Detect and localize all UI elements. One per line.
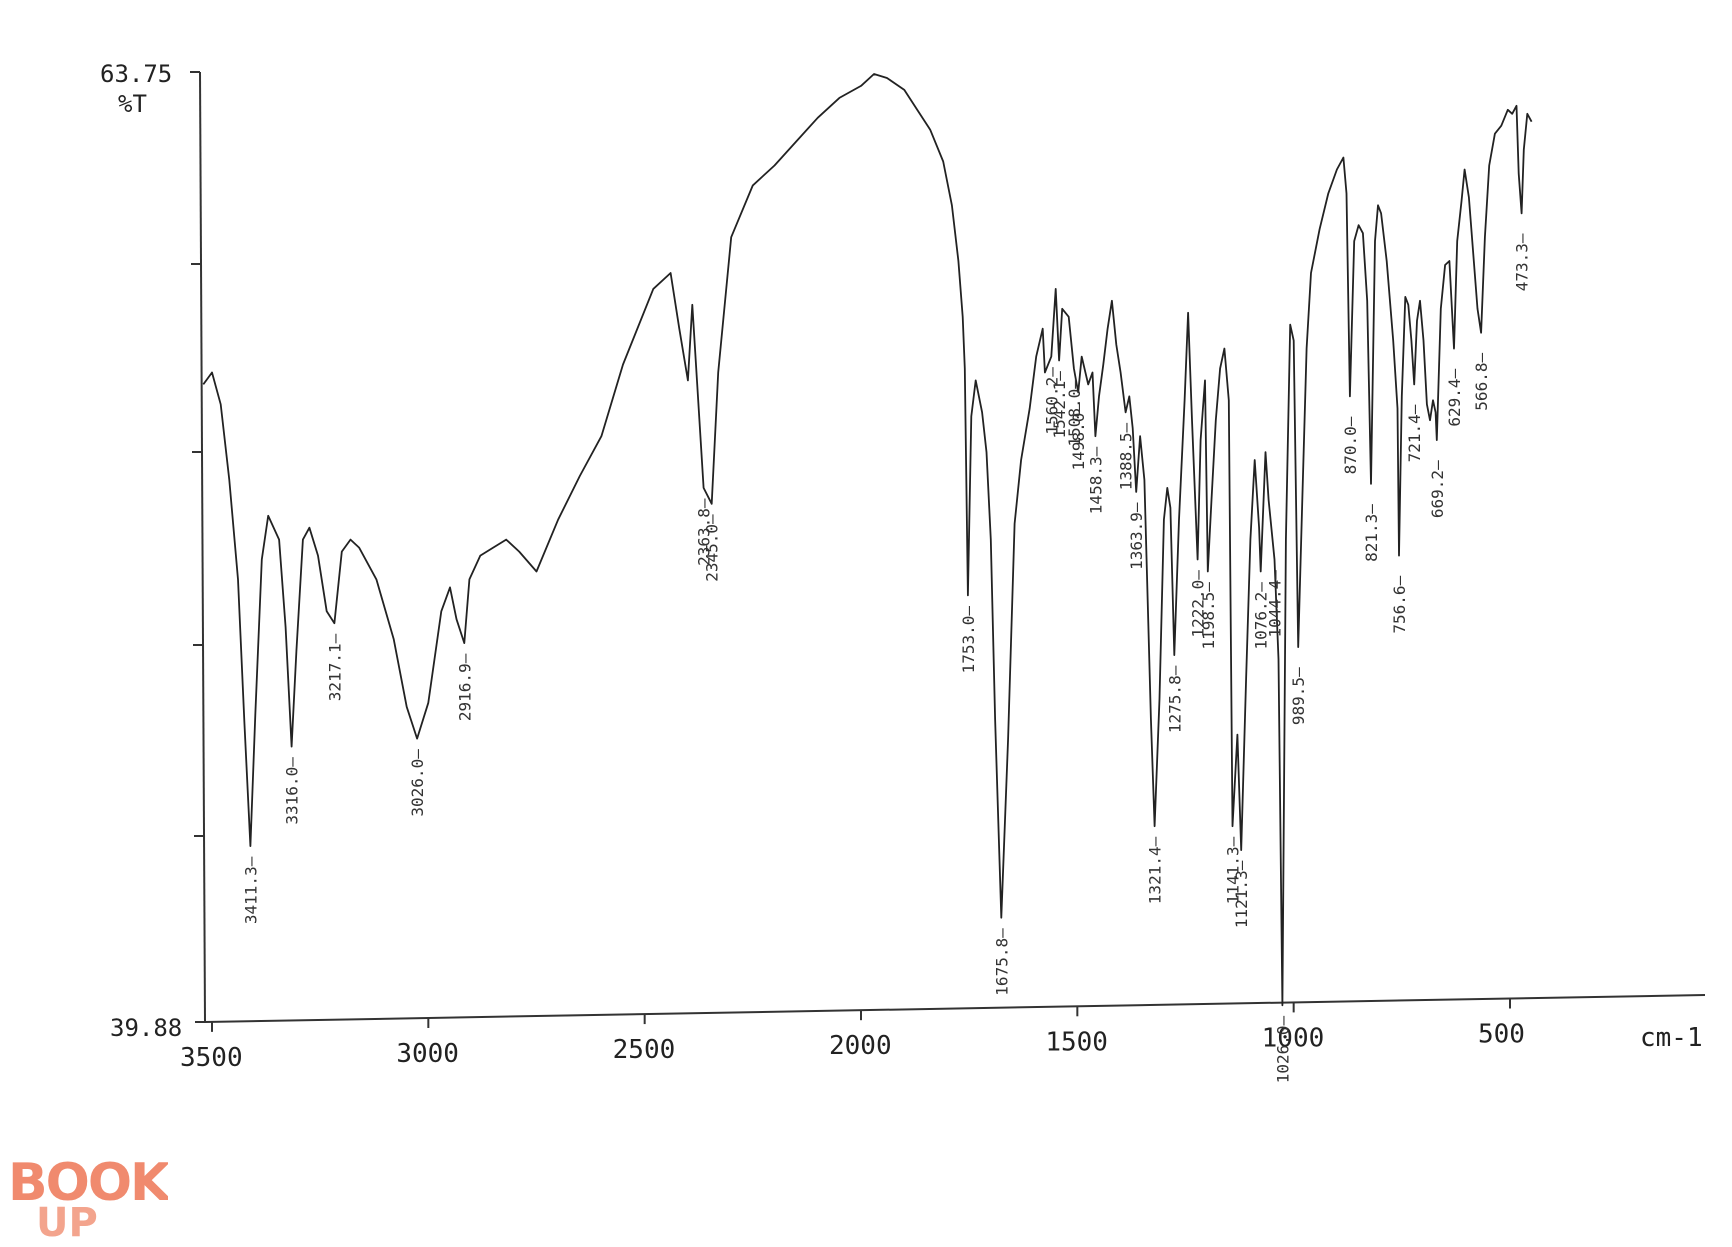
- peak-marker: 1388.5—: [1117, 423, 1136, 491]
- y-axis-unit-label: %T: [118, 90, 147, 118]
- peak-label: 1321.4—: [1146, 836, 1165, 904]
- peak-marker: 989.5—: [1289, 667, 1308, 725]
- peak-marker: 1560.2—: [1042, 367, 1061, 435]
- x-tick-label: 1000: [1262, 1023, 1325, 1053]
- peak-marker: 1321.4—: [1146, 836, 1165, 904]
- peak-marker: 870.0—: [1341, 416, 1360, 474]
- x-axis-ticks: 3500 3000 2500 2000 1500 1000 500: [180, 998, 1525, 1073]
- peak-label: 1388.5—: [1117, 423, 1136, 491]
- peak-marker: 2916.9—: [455, 653, 474, 721]
- watermark-bottom-text: UP: [36, 1200, 98, 1238]
- x-tick-label: 1500: [1045, 1027, 1108, 1057]
- peak-label: 473.3—: [1513, 233, 1532, 291]
- peak-marker: 1044.4—: [1266, 570, 1285, 638]
- x-tick-label: 2000: [829, 1031, 892, 1061]
- peak-label: 3217.1—: [325, 633, 344, 701]
- watermark-top-text: BOOK: [8, 1158, 168, 1213]
- x-tick-label: 3500: [180, 1043, 243, 1073]
- peak-marker: 1222.0—: [1189, 570, 1208, 638]
- bookup-watermark-logo: BOOK UP: [8, 1158, 168, 1238]
- peak-marker: 1675.8—: [992, 928, 1011, 996]
- peak-marker: 473.3—: [1513, 233, 1532, 291]
- peak-label: 721.4—: [1405, 404, 1424, 462]
- peak-marker: 1508.0—: [1065, 379, 1084, 447]
- peak-label: 1121.3—: [1232, 860, 1251, 928]
- peak-marker: 2363.8—: [695, 498, 714, 566]
- peak-marker: 3217.1—: [325, 633, 344, 701]
- peak-marker: 566.8—: [1472, 353, 1491, 411]
- peak-label: 1675.8—: [992, 928, 1011, 996]
- peak-marker: 629.4—: [1445, 368, 1464, 426]
- peak-marker: 3026.0—: [408, 749, 427, 817]
- peak-marker: 1458.3—: [1086, 446, 1105, 514]
- peak-label: 989.5—: [1289, 667, 1308, 725]
- peak-label: 2916.9—: [455, 653, 474, 721]
- peak-label: 1753.0—: [959, 606, 978, 674]
- y-axis: [199, 71, 206, 1023]
- peak-label: 566.8—: [1472, 353, 1491, 411]
- y-max-label: 63.75: [100, 60, 172, 88]
- peak-marker: 3316.0—: [283, 757, 302, 825]
- peak-label: 3316.0—: [283, 757, 302, 825]
- peak-marker: 3411.3—: [241, 856, 260, 924]
- peak-label: 1560.2—: [1042, 367, 1061, 435]
- peak-marker: 1498.0—: [1069, 403, 1088, 471]
- x-axis: [204, 994, 1706, 1023]
- peak-label: 1275.8—: [1165, 665, 1184, 733]
- peak-marker: 1363.9—: [1127, 502, 1146, 570]
- peak-marker: 2345.0—: [703, 514, 722, 582]
- peak-label: 1498.0—: [1069, 403, 1088, 471]
- peak-label: 2345.0—: [703, 514, 722, 582]
- peak-label: 870.0—: [1341, 416, 1360, 474]
- peak-label: 1458.3—: [1086, 446, 1105, 514]
- peak-marker: 1121.3—: [1232, 860, 1251, 928]
- peak-label: 1141.3—: [1224, 836, 1243, 904]
- peak-label: 756.6—: [1390, 575, 1409, 633]
- x-tick-label: 500: [1478, 1020, 1525, 1050]
- peak-marker: 1141.3—: [1224, 836, 1243, 904]
- peak-label: 821.3—: [1362, 504, 1381, 562]
- peak-label: 629.4—: [1445, 368, 1464, 426]
- transmittance-trace: [202, 73, 1533, 1007]
- peak-marker: 1542.1—: [1050, 371, 1069, 439]
- peak-marker: 1026.0—: [1273, 1016, 1292, 1084]
- peak-label: 1508.0—: [1065, 379, 1084, 447]
- y-axis-ticks: [190, 71, 205, 1023]
- y-min-label: 39.88: [110, 1014, 182, 1042]
- peak-label: 2363.8—: [695, 498, 714, 566]
- peak-marker: 1076.2—: [1252, 582, 1271, 650]
- peak-label: 1198.5—: [1199, 582, 1218, 650]
- peak-marker: 721.4—: [1405, 404, 1424, 462]
- peak-label: 3411.3—: [241, 856, 260, 924]
- peak-label: 1542.1—: [1050, 371, 1069, 439]
- peak-marker: 821.3—: [1362, 504, 1381, 562]
- peak-marker: 1198.5—: [1199, 582, 1218, 650]
- peak-annotations: 3411.3— 3316.0— 3217.1— 3026.0— 2916.9— 2363.…: [241, 233, 1531, 1083]
- peak-label: 1076.2—: [1252, 582, 1271, 650]
- peak-marker: 1753.0—: [959, 606, 978, 674]
- peak-label: 1044.4—: [1266, 570, 1285, 638]
- peak-label: 1363.9—: [1127, 502, 1146, 570]
- x-tick-label: 2500: [613, 1035, 676, 1065]
- peak-marker: 756.6—: [1390, 575, 1409, 633]
- x-tick-label: 3000: [396, 1039, 459, 1069]
- x-axis-unit-label: cm-1: [1640, 1023, 1703, 1053]
- peak-marker: 1275.8—: [1165, 665, 1184, 733]
- peak-label: 669.2—: [1428, 460, 1447, 518]
- peak-marker: 669.2—: [1428, 460, 1447, 518]
- peak-label: 3026.0—: [408, 749, 427, 817]
- peak-label: 1222.0—: [1189, 570, 1208, 638]
- peak-label: 1026.0—: [1273, 1016, 1292, 1084]
